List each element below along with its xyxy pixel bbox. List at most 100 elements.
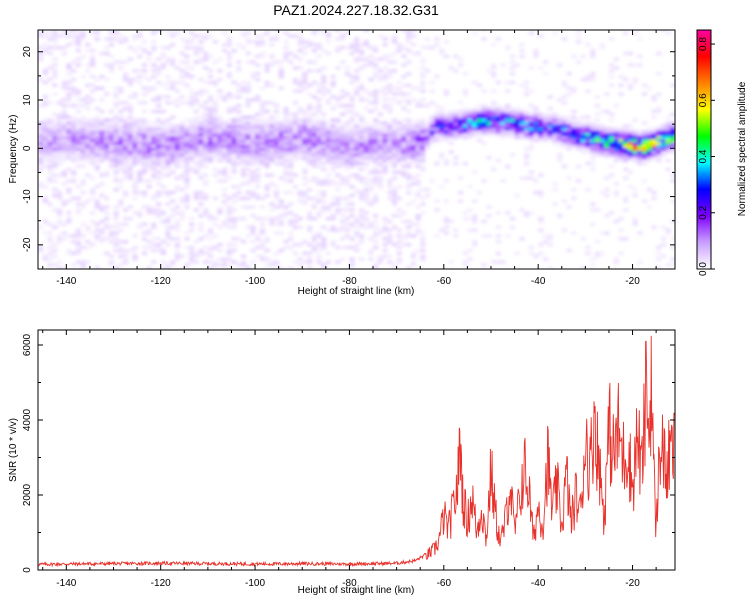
- heatmap-cell: [632, 144, 638, 148]
- heatmap-cell: [75, 129, 81, 134]
- heatmap-cell: [486, 234, 492, 238]
- heatmap-cell: [533, 138, 539, 143]
- heatmap-cell: [198, 138, 204, 143]
- heatmap-cell: [236, 95, 242, 99]
- heatmap-cell: [307, 138, 313, 143]
- heatmap-cell: [325, 208, 332, 212]
- heatmap-cell: [156, 57, 162, 61]
- heatmap-cell: [122, 222, 129, 227]
- heatmap-cell: [590, 129, 596, 134]
- heatmap-cell: [240, 150, 247, 154]
- heatmap-cell: [146, 266, 152, 269]
- heatmap-cell: [207, 228, 214, 232]
- heatmap-cell: [61, 153, 67, 157]
- heatmap-cell: [575, 121, 582, 125]
- heatmap-cell: [651, 153, 657, 157]
- heatmap-cell: [330, 153, 336, 157]
- heatmap-cell: [198, 161, 204, 166]
- heatmap-cell: [373, 66, 379, 70]
- heatmap-cell: [203, 112, 209, 117]
- heatmap-cell: [198, 190, 204, 195]
- heatmap-cell: [278, 129, 284, 134]
- heatmap-cell: [47, 170, 53, 174]
- heatmap-cell: [85, 228, 91, 232]
- heatmap-cell: [179, 211, 185, 215]
- heatmap-cell: [354, 225, 360, 229]
- heatmap-cell: [387, 190, 393, 195]
- heatmap-cell: [255, 141, 261, 145]
- heatmap-cell: [325, 251, 332, 256]
- x-tick-label: -20: [625, 578, 640, 589]
- heatmap-cell: [316, 156, 322, 160]
- heatmap-cell: [226, 208, 232, 212]
- heatmap-cell: [651, 196, 657, 201]
- heatmap-cell: [495, 158, 501, 163]
- heatmap-cell: [42, 141, 48, 145]
- heatmap-cell: [439, 153, 445, 157]
- heatmap-cell: [273, 60, 280, 64]
- heatmap-cell: [524, 153, 530, 157]
- heatmap-cell: [311, 129, 317, 134]
- heatmap-cell: [141, 74, 148, 79]
- heatmap-cell: [481, 118, 487, 122]
- heatmap-cell: [269, 222, 275, 227]
- heatmap-cell: [85, 83, 91, 88]
- heatmap-cell: [231, 48, 237, 53]
- heatmap-cell: [297, 216, 303, 221]
- heatmap-cell: [307, 153, 313, 157]
- heatmap-cell: [151, 138, 157, 143]
- heatmap-cell: [47, 150, 53, 154]
- heatmap-cell: [273, 138, 280, 143]
- heatmap-cell: [448, 135, 454, 140]
- heatmap-cell: [325, 138, 332, 143]
- heatmap-cell: [330, 242, 336, 247]
- heatmap-cell: [118, 179, 124, 183]
- heatmap-cell: [56, 150, 63, 154]
- heatmap-cell: [198, 248, 204, 253]
- heatmap-cell: [273, 135, 280, 140]
- heatmap-cell: [104, 127, 110, 131]
- heatmap-cell: [273, 147, 280, 151]
- heatmap-cell: [594, 129, 601, 134]
- heatmap-cell: [122, 74, 129, 79]
- heatmap-cell: [259, 106, 266, 111]
- heatmap-cell: [354, 245, 360, 250]
- heatmap-cell: [660, 153, 667, 157]
- heatmap-cell: [618, 251, 624, 256]
- heatmap-cell: [457, 118, 464, 122]
- heatmap-cell: [273, 158, 280, 163]
- heatmap-cell: [71, 132, 77, 137]
- heatmap-cell: [594, 254, 601, 258]
- heatmap-cell: [594, 127, 601, 131]
- heatmap-cell: [278, 144, 284, 148]
- heatmap-cell: [349, 141, 355, 145]
- heatmap-cell: [627, 83, 634, 88]
- heatmap-cell: [132, 95, 138, 99]
- heatmap-cell: [297, 83, 303, 88]
- heatmap-cell: [288, 129, 294, 134]
- heatmap-cell: [288, 156, 294, 160]
- heatmap-cell: [212, 118, 218, 122]
- heatmap-cell: [457, 135, 464, 140]
- heatmap-cell: [137, 214, 143, 218]
- heatmap-cell: [283, 164, 289, 169]
- heatmap-cell: [500, 179, 506, 183]
- heatmap-cell: [94, 144, 100, 148]
- heatmap-cell: [47, 45, 53, 50]
- heatmap-cell: [122, 101, 129, 105]
- heatmap-cell: [358, 150, 365, 154]
- heatmap-cell: [387, 156, 393, 160]
- heatmap-cell: [373, 193, 379, 198]
- heatmap-cell: [613, 129, 619, 134]
- heatmap-cell: [184, 231, 190, 235]
- heatmap-cell: [509, 124, 516, 128]
- heatmap-cell: [495, 132, 501, 137]
- heatmap-cell: [259, 222, 266, 227]
- heatmap-cell: [269, 135, 275, 140]
- heatmap-cell: [391, 225, 398, 229]
- heatmap-cell: [231, 141, 237, 145]
- heatmap-cell: [165, 219, 171, 224]
- heatmap-cell: [377, 164, 383, 169]
- heatmap-cell: [47, 124, 53, 128]
- heatmap-cell: [552, 112, 558, 117]
